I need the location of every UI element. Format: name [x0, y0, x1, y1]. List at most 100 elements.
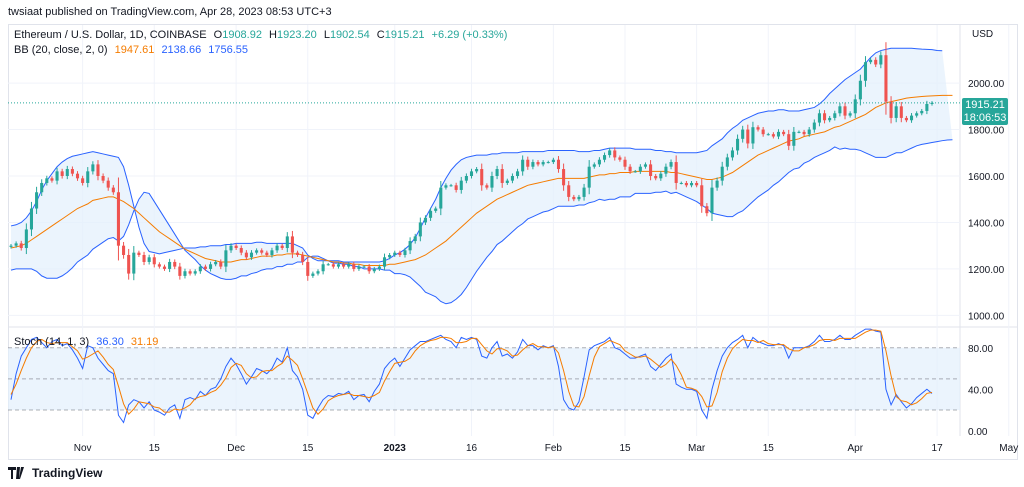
symbol-title: Ethereum / U.S. Dollar, 1D, COINBASE	[14, 29, 207, 41]
stoch-d-value: 31.19	[130, 336, 159, 348]
bb-upper-value: 2138.66	[161, 44, 202, 56]
candle	[643, 162, 648, 169]
candle-body	[797, 131, 801, 133]
candle	[741, 125, 745, 143]
candle	[464, 173, 468, 184]
candle	[229, 243, 233, 253]
time-tick-label: Apr	[847, 443, 863, 454]
candle-body	[214, 261, 218, 265]
candle	[60, 168, 64, 179]
bb-basis-line	[10, 94, 953, 266]
candle-body	[342, 264, 346, 267]
candle-body	[265, 252, 269, 255]
candle	[823, 110, 827, 124]
candle	[597, 157, 601, 167]
candle	[367, 264, 371, 274]
candle	[209, 261, 213, 272]
time-tick-label: 15	[302, 443, 314, 454]
chart-frame[interactable]	[8, 24, 1018, 460]
stoch-tick-label: 0.00	[968, 427, 988, 438]
last-price-value: 1915.21	[965, 99, 1005, 111]
candle	[24, 223, 28, 255]
price-tick-label: 1000.00	[968, 311, 1005, 322]
candle-body	[168, 261, 172, 269]
candle-body	[290, 236, 294, 253]
candle	[608, 147, 612, 158]
candle	[270, 247, 274, 258]
candle	[444, 183, 448, 190]
candle	[909, 113, 914, 123]
candle-body	[198, 266, 202, 272]
tradingview-brand[interactable]: TradingView	[8, 466, 102, 480]
candle	[295, 250, 300, 257]
candle	[807, 126, 811, 137]
candle	[475, 167, 479, 174]
candle-body	[377, 266, 381, 269]
candle-body	[899, 106, 903, 118]
candle	[725, 153, 729, 171]
candle	[70, 166, 74, 177]
candle-body	[674, 162, 678, 183]
candle-body	[106, 180, 110, 188]
ohlc-open: 1908.92	[222, 29, 262, 41]
candle	[408, 237, 412, 255]
candle-body	[260, 250, 264, 253]
candle	[776, 129, 781, 140]
candle-body	[464, 176, 468, 181]
candle-body	[142, 254, 146, 262]
candle-body	[715, 180, 719, 188]
symbol-legend: Ethereum / U.S. Dollar, 1D, COINBASE O19…	[14, 29, 511, 41]
candle-body	[86, 171, 90, 183]
candle-body	[439, 187, 443, 209]
candle	[531, 159, 535, 170]
ohlc-change: +6.29 (+0.33%)	[431, 29, 508, 41]
candle-body	[60, 171, 64, 176]
candle-body	[567, 185, 571, 197]
candle	[157, 262, 161, 269]
time-tick-label: 2023	[384, 443, 407, 454]
candle	[331, 262, 335, 269]
candle-body	[930, 102, 934, 104]
candle	[306, 257, 310, 281]
candle	[930, 101, 934, 106]
candle	[285, 232, 289, 253]
candle	[86, 167, 90, 188]
candle-body	[393, 252, 397, 255]
candle	[316, 269, 320, 276]
candle	[239, 245, 243, 256]
price-tick-label: 1400.00	[968, 218, 1005, 229]
candle	[577, 194, 581, 202]
candle	[602, 152, 607, 163]
candle	[224, 244, 228, 273]
candle	[659, 171, 663, 181]
bb-basis-value: 1947.61	[114, 44, 155, 56]
candle-body	[643, 164, 648, 167]
candle-body	[65, 169, 69, 176]
candle-body	[229, 245, 233, 251]
candle	[782, 129, 786, 137]
bb-upper-line	[10, 47, 943, 263]
candle	[664, 163, 668, 177]
candle-body	[874, 59, 878, 65]
candle-body	[869, 59, 873, 63]
candle	[802, 129, 806, 137]
candle-body	[812, 122, 816, 130]
candle	[669, 159, 673, 170]
candle-body	[817, 113, 821, 123]
candle	[336, 262, 341, 269]
candle	[679, 181, 683, 185]
candle-body	[562, 169, 566, 186]
candle	[214, 259, 218, 267]
candle	[178, 262, 182, 280]
candle	[674, 155, 678, 190]
candle-body	[316, 271, 320, 274]
candle	[730, 147, 734, 161]
candle-body	[761, 129, 765, 135]
candle-body	[766, 134, 770, 136]
stoch-tick-label: 80.00	[968, 344, 993, 355]
candle-body	[828, 117, 832, 121]
candle-body	[858, 80, 862, 100]
candle	[244, 250, 248, 260]
candle	[55, 167, 59, 185]
